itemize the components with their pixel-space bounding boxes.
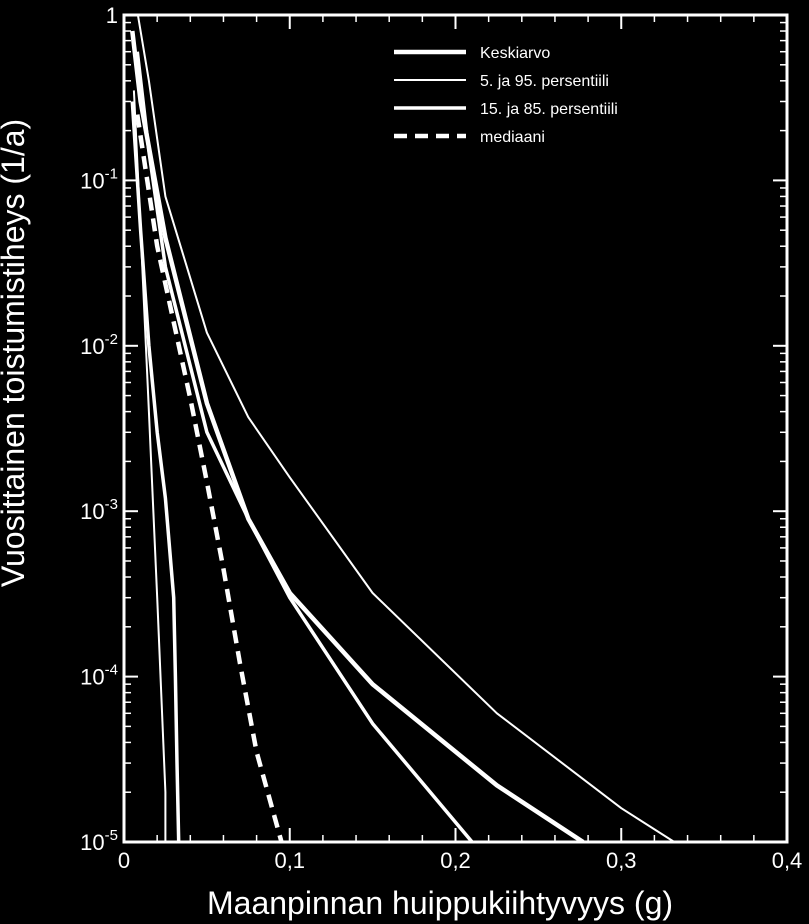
series-line-thin-0 <box>136 15 675 842</box>
legend-label: Keskiarvo <box>480 45 550 62</box>
series-line-medium-3 <box>135 51 474 842</box>
y-tick-label: 10-1 <box>80 165 118 193</box>
y-tick-label: 1 <box>106 3 118 28</box>
x-tick-label: 0,1 <box>274 848 305 873</box>
legend-label: 15. ja 85. persentiili <box>480 101 618 118</box>
series-line-medium-4 <box>130 101 181 842</box>
y-axis-title: Vuosittainen toistumistiheys (1/a) <box>0 119 31 587</box>
series-line-dashed-5 <box>135 114 284 842</box>
x-tick-label: 0,4 <box>772 848 803 873</box>
x-tick-label: 0,3 <box>606 848 637 873</box>
x-tick-label: 0,2 <box>440 848 471 873</box>
x-axis-title: Maanpinnan huippukiihtyvyys (g) <box>207 885 673 921</box>
legend-label: mediaani <box>480 129 545 146</box>
x-tick-label: 0 <box>118 848 130 873</box>
legend-label: 5. ja 95. persentiili <box>480 73 609 90</box>
